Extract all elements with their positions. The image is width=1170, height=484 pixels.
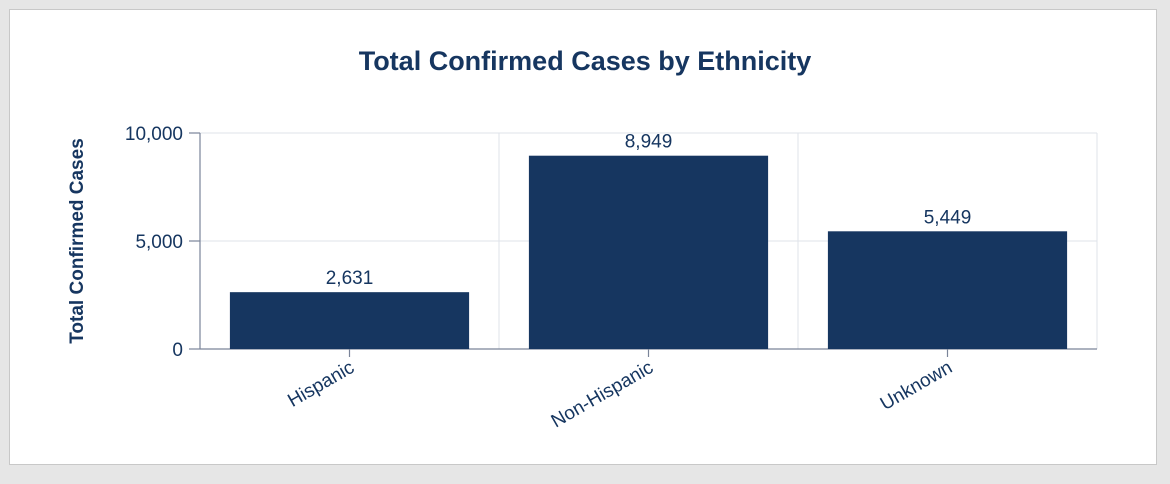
x-tick-label: Non-Hispanic: [548, 357, 657, 432]
bar-non-hispanic[interactable]: [528, 155, 769, 349]
x-tick-label: Unknown: [877, 357, 956, 415]
chart-title: Total Confirmed Cases by Ethnicity: [359, 46, 812, 76]
bars: [229, 155, 1068, 349]
data-label: 2,631: [326, 268, 374, 289]
bar-hispanic[interactable]: [229, 292, 470, 349]
y-tick-label: 5,000: [135, 232, 183, 253]
y-axis-label: Total Confirmed Cases: [67, 138, 88, 344]
y-tick-label: 0: [172, 340, 183, 361]
x-tick-label: Hispanic: [284, 357, 358, 412]
y-tick-label: 10,000: [125, 124, 183, 145]
data-label: 5,449: [924, 207, 972, 228]
bar-unknown[interactable]: [827, 231, 1068, 349]
data-label: 8,949: [625, 132, 673, 153]
